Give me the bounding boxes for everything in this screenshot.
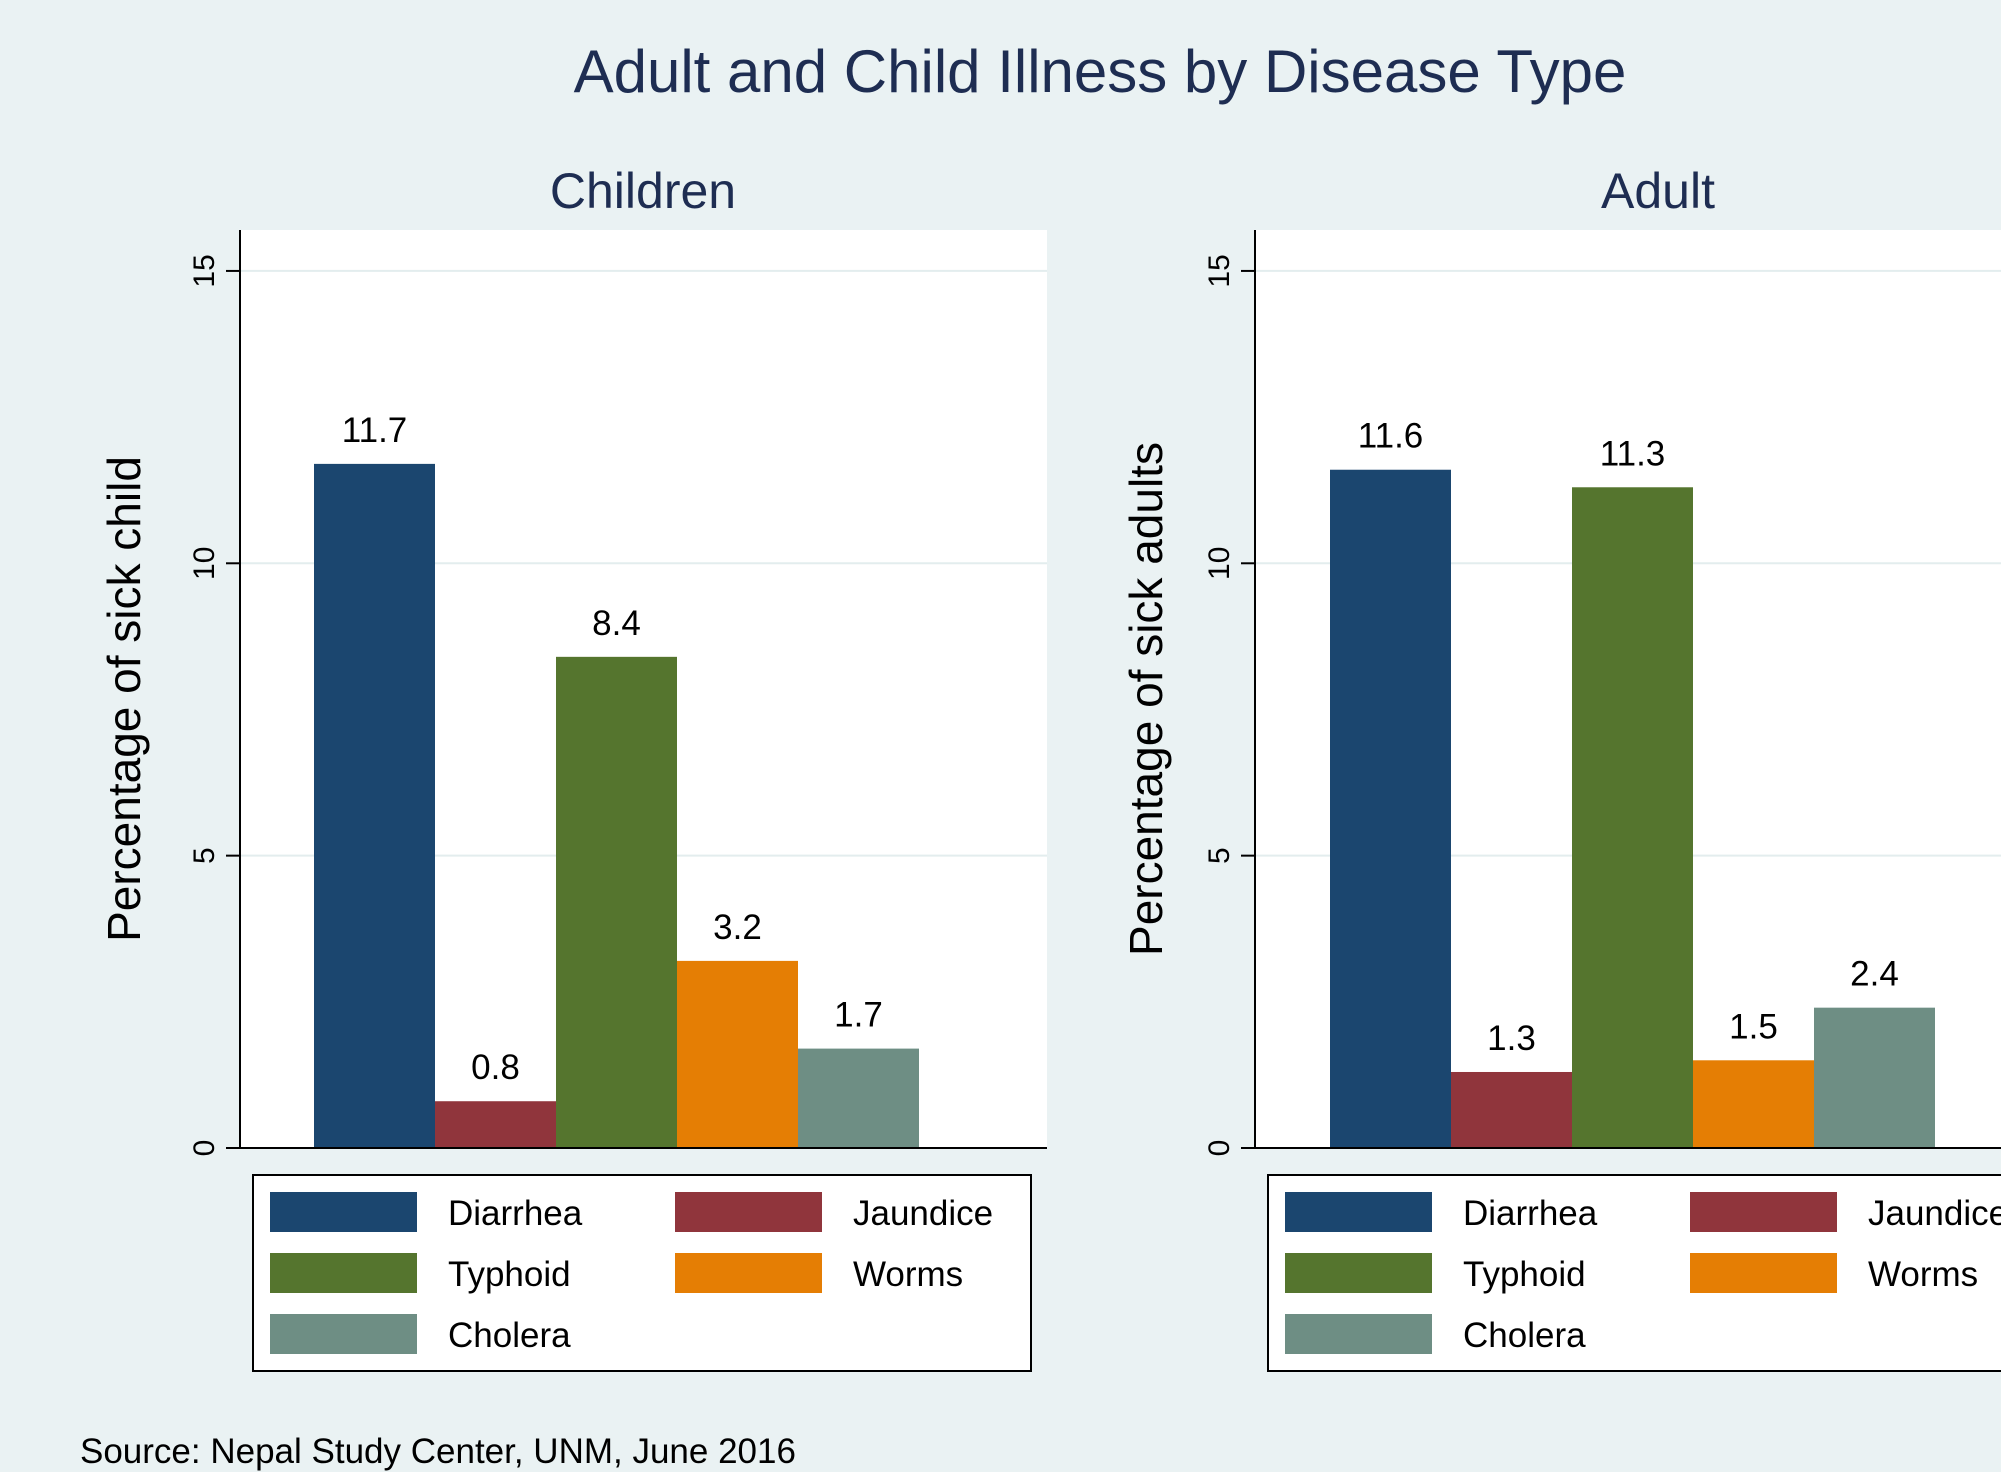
legend-label-cholera: Cholera: [1463, 1316, 1586, 1355]
y-tick-label: 15: [1203, 254, 1236, 287]
data-label-typhoid: 11.3: [1600, 434, 1666, 473]
data-label-diarrhea: 11.6: [1358, 417, 1424, 456]
legend-key-worms: [675, 1253, 822, 1293]
bar-typhoid: [1572, 487, 1693, 1148]
data-label-cholera: 1.7: [834, 996, 883, 1035]
legend-key-typhoid: [270, 1253, 417, 1293]
legend-label-typhoid: Typhoid: [448, 1255, 571, 1294]
bar-jaundice: [1451, 1071, 1572, 1148]
y-axis-title: Percentage of sick adults: [1120, 442, 1172, 956]
source-note: Source: Nepal Study Center, UNM, June 20…: [80, 1432, 796, 1471]
panel-subtitle: Adult: [1601, 163, 1715, 219]
data-label-diarrhea: 11.7: [342, 411, 408, 450]
data-label-worms: 1.5: [1729, 1007, 1778, 1046]
y-axis-title: Percentage of sick child: [98, 456, 150, 942]
legend-key-jaundice: [675, 1192, 822, 1232]
legend-key-worms: [1690, 1253, 1837, 1293]
y-tick-label: 5: [188, 847, 221, 864]
legend: Diarrhea Jaundice Typhoid Worms Cholera: [252, 1174, 1032, 1372]
legend-label-worms: Worms: [853, 1255, 963, 1294]
bar-typhoid: [556, 656, 677, 1148]
legend-key-diarrhea: [1285, 1192, 1432, 1232]
legend-key-cholera: [270, 1314, 417, 1354]
legend-label-diarrhea: Diarrhea: [448, 1194, 583, 1233]
legend-key-typhoid: [1285, 1253, 1432, 1293]
bar-cholera: [1814, 1007, 1935, 1148]
bar-cholera: [798, 1048, 919, 1148]
y-tick-label: 0: [1203, 1140, 1236, 1157]
data-label-jaundice: 0.8: [471, 1048, 520, 1087]
y-tick-label: 10: [188, 547, 221, 580]
data-label-typhoid: 8.4: [592, 604, 641, 643]
legend-key-jaundice: [1690, 1192, 1837, 1232]
panel-subtitle: Children: [550, 163, 736, 219]
legend-key-diarrhea: [270, 1192, 417, 1232]
bar-worms: [677, 960, 798, 1148]
y-tick-label: 5: [1203, 847, 1236, 864]
legend-label-diarrhea: Diarrhea: [1463, 1194, 1598, 1233]
legend-label-jaundice: Jaundice: [853, 1194, 993, 1233]
data-label-jaundice: 1.3: [1487, 1019, 1536, 1058]
legend: Diarrhea Jaundice Typhoid Worms Cholera: [1267, 1174, 2001, 1372]
bar-worms: [1693, 1060, 1814, 1148]
y-tick-label: 10: [1203, 547, 1236, 580]
bar-diarrhea: [314, 463, 435, 1148]
legend-label-typhoid: Typhoid: [1463, 1255, 1586, 1294]
legend-label-jaundice: Jaundice: [1868, 1194, 2001, 1233]
bar-jaundice: [435, 1101, 556, 1148]
data-label-worms: 3.2: [713, 908, 762, 947]
y-tick-label: 15: [188, 254, 221, 287]
chart-panel-children: Children 11.7 0.8 8.4 3.2 1.7 0 5 10 15 Percentage…: [98, 163, 1047, 1372]
y-tick-label: 0: [188, 1140, 221, 1157]
legend-label-worms: Worms: [1868, 1255, 1978, 1294]
data-label-cholera: 2.4: [1850, 955, 1899, 994]
chart-title: Adult and Child Illness by Disease Type: [574, 38, 1627, 105]
legend-label-cholera: Cholera: [448, 1316, 571, 1355]
bar-diarrhea: [1330, 469, 1451, 1148]
legend-key-cholera: [1285, 1314, 1432, 1354]
chart-panel-adult: Adult 11.6 1.3 11.3 1.5 2.4 0 5 10 15 Percentage o…: [1120, 163, 2001, 1372]
chart-panels: Children 11.7 0.8 8.4 3.2 1.7 0 5 10 15 Percentage…: [98, 163, 2001, 1372]
